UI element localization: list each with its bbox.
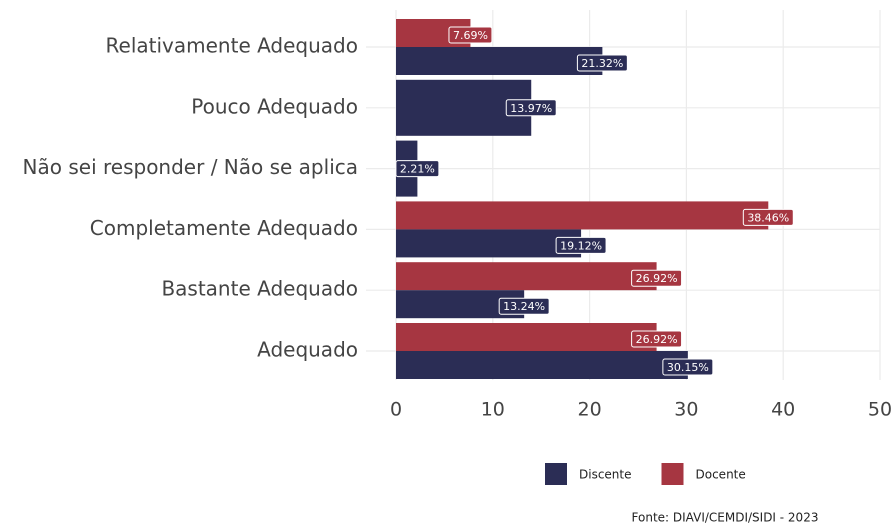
value-label-box	[395, 160, 440, 178]
bar	[396, 47, 603, 75]
x-tick-label: 0	[390, 399, 402, 421]
bar	[396, 262, 657, 291]
value-label: 13.24%	[503, 300, 545, 313]
value-label: 7.69%	[453, 29, 488, 42]
y-tick-label: Bastante Adequado	[161, 277, 358, 301]
labels: 7.69% 21.32% 13.97% 2.21% 38.46% 19.12% 26.92%…	[395, 26, 794, 376]
value-label-box	[662, 358, 714, 376]
x-tick-label: 50	[868, 399, 892, 421]
x-tick-label: 40	[771, 399, 795, 421]
value-label-box	[631, 269, 683, 287]
bar	[396, 323, 657, 351]
value-label: 38.46%	[747, 211, 789, 224]
x-tick-label: 20	[578, 399, 602, 421]
bars	[396, 19, 769, 379]
value-label-box	[498, 297, 550, 315]
y-tick-label: Completamente Adequado	[90, 216, 358, 240]
legend-swatch	[545, 463, 567, 485]
legend-label: Discente	[579, 468, 632, 482]
value-label-box	[742, 208, 794, 226]
x-tick-label: 10	[481, 399, 505, 421]
y-tick-label: Pouco Adequado	[191, 94, 358, 118]
value-label: 21.32%	[581, 57, 623, 70]
value-label-box	[555, 236, 607, 254]
bar	[396, 201, 769, 230]
value-label: 19.12%	[560, 239, 602, 252]
bar	[396, 351, 688, 379]
y-tick-label: Não sei responder / Não se aplica	[23, 155, 358, 179]
value-label: 26.92%	[636, 333, 678, 346]
value-label-box	[576, 54, 628, 72]
value-label: 2.21%	[400, 163, 435, 176]
value-label-box	[505, 99, 557, 117]
bar	[396, 229, 582, 258]
x-tick-label: 30	[674, 399, 698, 421]
caption: Fonte: DIAVI/CEMDI/SIDI - 2023	[632, 511, 819, 525]
legend-label: Docente	[696, 468, 746, 482]
value-label: 30.15%	[667, 361, 709, 374]
y-tick-label: Adequado	[257, 338, 358, 362]
value-label-box	[631, 330, 683, 348]
y-tick-label: Relativamente Adequado	[106, 34, 358, 58]
value-label-box	[448, 26, 493, 44]
value-label: 26.92%	[636, 272, 678, 285]
value-label: 13.97%	[510, 102, 552, 115]
legend-swatch	[661, 463, 684, 485]
